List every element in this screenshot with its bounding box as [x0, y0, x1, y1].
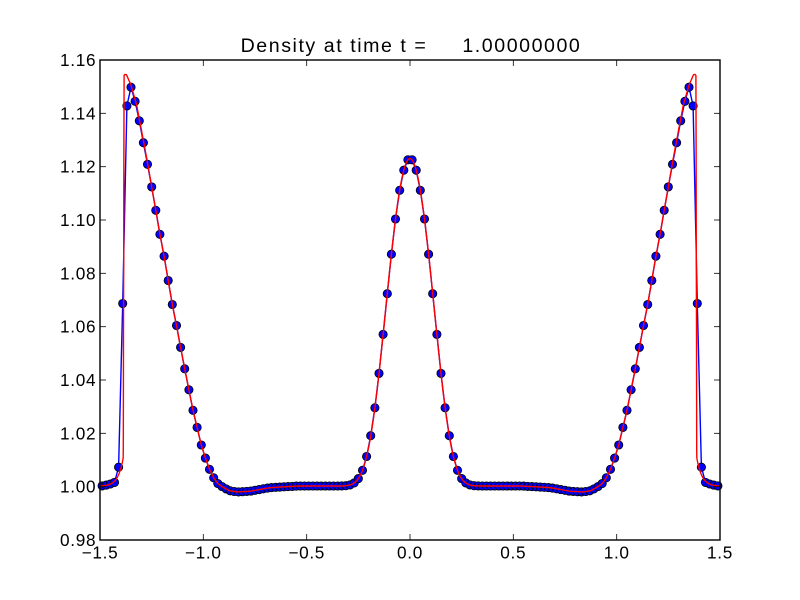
svg-text:1.02: 1.02 [60, 423, 96, 443]
svg-text:1.12: 1.12 [60, 157, 96, 177]
svg-text:−1.5: −1.5 [82, 543, 119, 563]
svg-text:0.5: 0.5 [500, 543, 526, 563]
svg-text:1.06: 1.06 [60, 317, 96, 337]
svg-text:1.16: 1.16 [60, 50, 96, 70]
svg-text:0.98: 0.98 [60, 530, 96, 550]
svg-text:1.04: 1.04 [60, 370, 96, 390]
svg-text:−0.5: −0.5 [288, 543, 325, 563]
svg-text:1.10: 1.10 [60, 210, 96, 230]
svg-text:1.08: 1.08 [60, 263, 96, 283]
svg-text:1.0: 1.0 [604, 543, 630, 563]
svg-text:Density at time t = 1.0000: Density at time t = 1.00000000 [241, 35, 582, 57]
svg-text:1.00: 1.00 [60, 477, 96, 497]
svg-text:1.5: 1.5 [707, 543, 733, 563]
svg-text:0.0: 0.0 [397, 543, 423, 563]
svg-text:−1.0: −1.0 [185, 543, 222, 563]
svg-text:1.14: 1.14 [60, 103, 96, 123]
